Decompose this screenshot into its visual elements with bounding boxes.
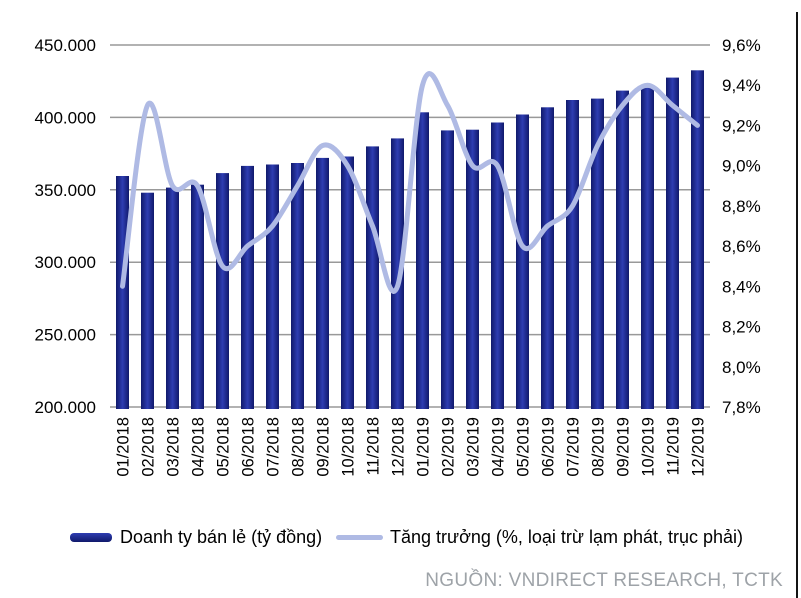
right-axis-tick-label: 8,2% [722, 318, 761, 337]
bar-series-label: Doanh ty bán lẻ (tỷ đồng) [120, 527, 323, 547]
bar-series-swatch [70, 533, 112, 542]
bar-01/2019 [416, 112, 429, 410]
x-axis-tick-label: 08/2018 [290, 417, 308, 477]
x-axis-tick-label: 10/2018 [340, 417, 358, 477]
bar-04/2019 [491, 122, 504, 409]
left-axis-tick-label: 300.000 [35, 253, 96, 272]
x-axis-tick-label: 02/2019 [440, 417, 458, 477]
legend-item-line: Tăng trưởng (%, loại trừ lạm phát, trục … [336, 527, 743, 548]
bar-01/2018 [116, 176, 129, 409]
x-axis-tick-label: 07/2019 [565, 417, 583, 477]
bar-02/2018 [141, 192, 154, 409]
x-axis-tick-label: 11/2019 [665, 417, 683, 475]
left-axis-tick-label: 250.000 [35, 326, 96, 345]
bar-11/2018 [366, 146, 379, 409]
bar-07/2019 [566, 100, 579, 409]
page-edge-divider [796, 12, 798, 598]
x-axis-tick-label: 03/2019 [465, 417, 483, 477]
x-axis-tick-label: 05/2019 [515, 417, 533, 477]
bar-05/2019 [516, 114, 529, 409]
bar-05/2018 [216, 173, 229, 409]
x-axis-tick-label: 11/2018 [365, 417, 383, 475]
bar-04/2018 [191, 184, 204, 409]
bar-09/2018 [316, 157, 329, 409]
left-axis-tick-label: 200.000 [35, 398, 96, 417]
right-axis-tick-label: 9,2% [722, 116, 761, 135]
bar-12/2018 [391, 138, 404, 409]
bar-03/2019 [466, 129, 479, 409]
right-axis-tick-label: 7,8% [722, 398, 761, 417]
left-axis-tick-label: 450.000 [35, 36, 96, 55]
x-axis-tick-label: 01/2019 [415, 417, 433, 477]
bar-03/2018 [166, 187, 179, 409]
right-axis-tick-label: 9,6% [722, 36, 761, 55]
x-axis-tick-label: 09/2019 [615, 417, 633, 477]
right-axis-tick-label: 8,0% [722, 358, 761, 377]
chart-legend: Doanh ty bán lẻ (tỷ đồng) Tăng trưởng (%… [0, 527, 801, 549]
x-axis-tick-label: 04/2019 [490, 417, 508, 477]
x-axis-tick-label: 01/2018 [115, 417, 133, 477]
bar-07/2018 [266, 164, 279, 409]
bar-11/2019 [666, 77, 679, 409]
line-series-swatch [336, 535, 383, 540]
line-series-label: Tăng trưởng (%, loại trừ lạm phát, trục … [390, 527, 744, 547]
x-axis-tick-label: 07/2018 [265, 417, 283, 477]
x-axis-tick-label: 02/2018 [140, 417, 158, 477]
x-axis-tick-label: 06/2019 [540, 417, 558, 477]
right-axis-tick-label: 9,0% [722, 157, 761, 176]
bar-06/2019 [541, 107, 554, 410]
bar-10/2019 [641, 87, 654, 409]
x-axis-tick-label: 08/2019 [590, 417, 608, 477]
chart-canvas: 450.000 400.000 350.000 300.000 250.000 200.0… [35, 36, 761, 477]
right-axis-tick-label: 8,8% [722, 197, 761, 216]
x-axis-tick-label: 12/2018 [390, 417, 408, 477]
legend-item-bars: Doanh ty bán lẻ (tỷ đồng) [70, 527, 322, 548]
bar-08/2018 [291, 163, 304, 409]
bar-08/2019 [591, 98, 604, 409]
source-note: NGUỒN: VNDIRECT RESEARCH, TCTK [425, 570, 783, 591]
growth-line [120, 71, 700, 294]
x-axis-tick-label: 03/2018 [165, 417, 183, 477]
x-axis-tick-label: 05/2018 [215, 417, 233, 477]
x-axis-tick-label: 12/2019 [690, 417, 708, 477]
x-axis-tick-label: 06/2018 [240, 417, 258, 477]
x-axis-tick-label: 10/2019 [640, 417, 658, 477]
bar-12/2019 [691, 70, 704, 410]
right-axis-tick-label: 8,4% [722, 277, 761, 296]
right-axis-tick-label: 8,6% [722, 237, 761, 256]
x-axis-tick-label: 04/2018 [190, 417, 208, 477]
bar-10/2018 [341, 156, 354, 409]
left-axis-tick-label: 400.000 [35, 108, 96, 127]
bar-02/2019 [441, 130, 454, 409]
left-axis-tick-label: 350.000 [35, 181, 96, 200]
right-axis-tick-label: 9,4% [722, 76, 761, 95]
x-axis-tick-label: 09/2018 [315, 417, 333, 477]
bar-09/2019 [616, 90, 629, 409]
bar-06/2018 [241, 165, 254, 409]
